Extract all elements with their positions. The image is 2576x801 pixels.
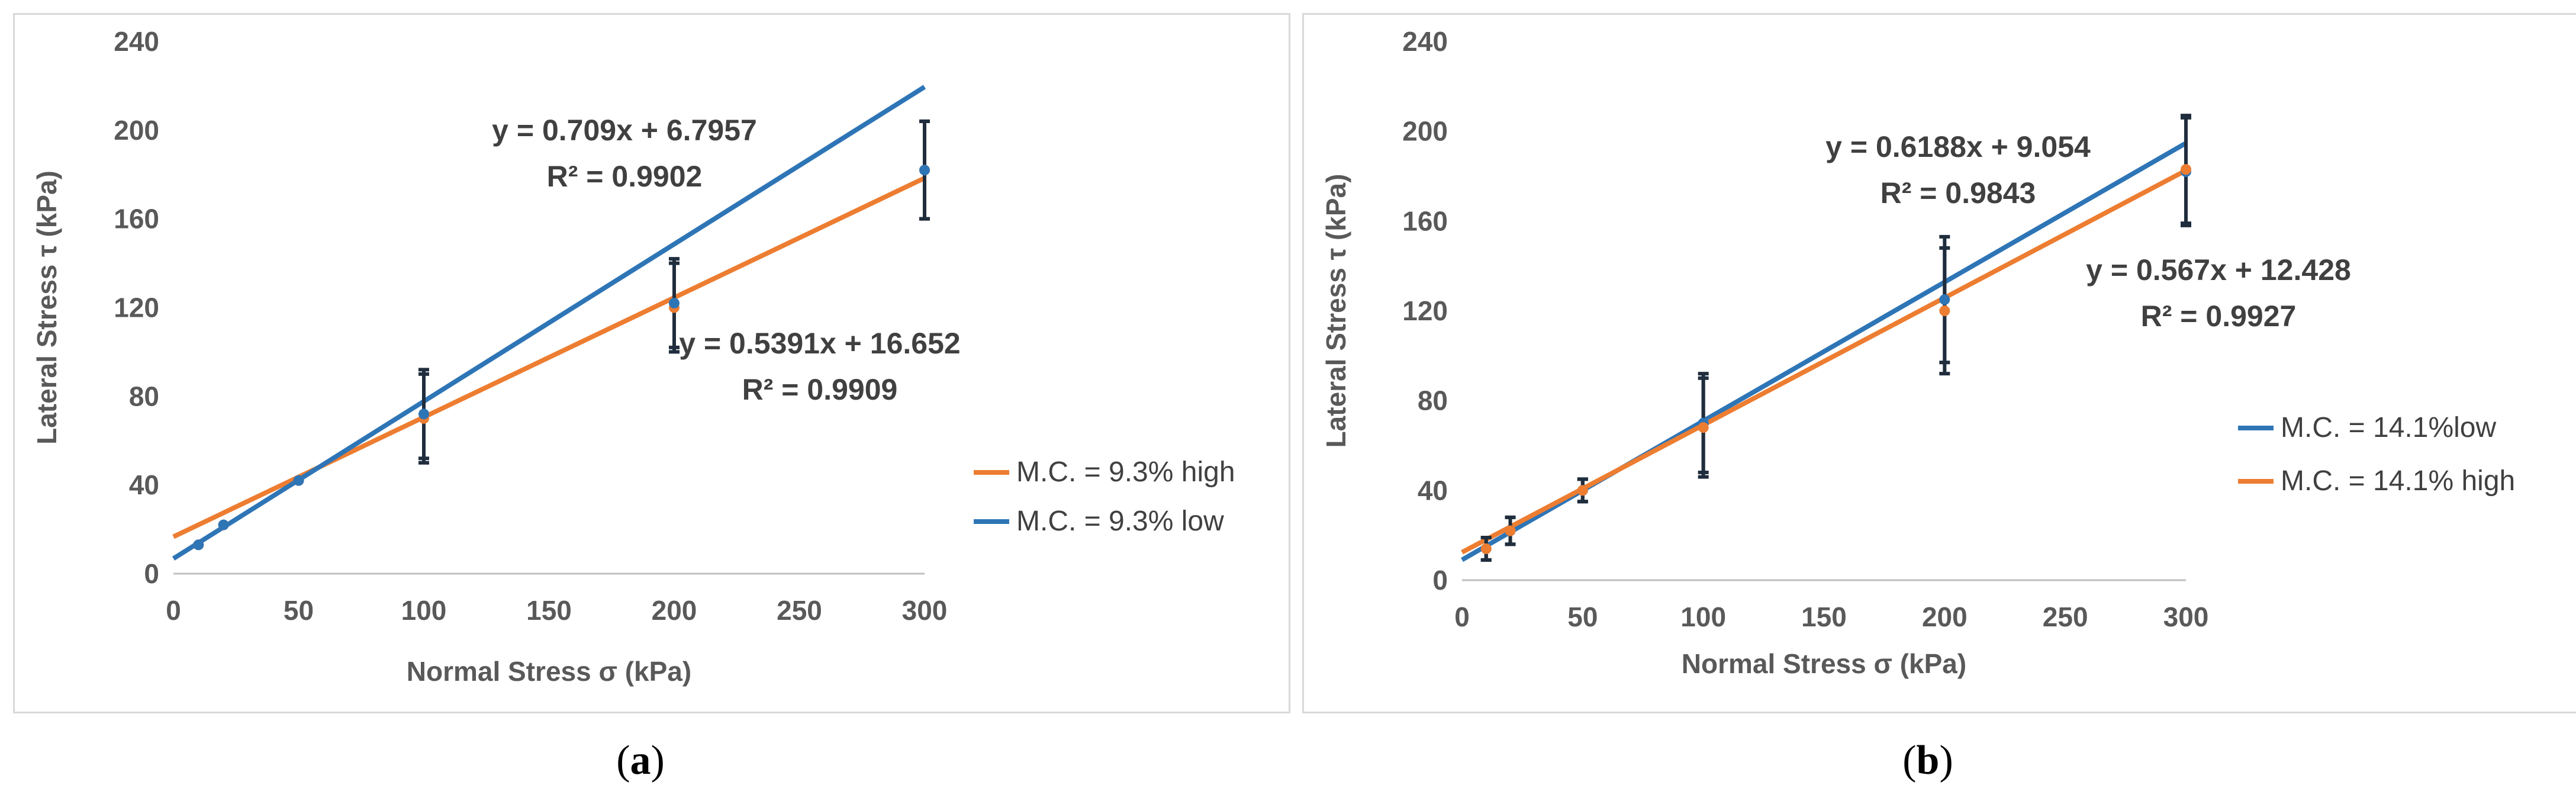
- x-tick-label: 0: [166, 595, 181, 626]
- x-tick-label: 150: [526, 595, 572, 626]
- x-tick-label: 300: [902, 595, 948, 626]
- legend-item-b-low: M.C. = 14.1%low: [2238, 411, 2496, 444]
- chart-a-svg: 0 50 100 150 200 250 300 0 40 80 120 160 200 240 Norma…: [31, 26, 961, 687]
- x-axis-title: Normal Stress σ (kPa): [407, 656, 691, 687]
- y-tick-label: 160: [1402, 205, 1448, 236]
- trendline-equation: y = 0.5391x + 16.652: [679, 327, 960, 360]
- x-tick-label: 150: [1801, 601, 1847, 632]
- trendline-equation: y = 0.709x + 6.7957: [492, 114, 757, 147]
- data-point: [1939, 294, 1950, 305]
- legend-swatch-icon: [974, 519, 1009, 524]
- x-tick-label: 50: [284, 595, 314, 626]
- legend-label: M.C. = 9.3% low: [1016, 506, 1224, 537]
- trendline-r2: R² = 0.9843: [1881, 176, 2036, 210]
- trendline-a-1: [172, 85, 926, 561]
- x-tick-label: 0: [1454, 601, 1470, 632]
- legend-item-b-high: M.C. = 14.1% high: [2238, 465, 2515, 497]
- data-point: [919, 165, 930, 176]
- y-axis-title: Lateral Stress τ (kPa): [31, 171, 62, 445]
- chart-panel-b: 0 50 100 150 200 250 300 0 40 80 120 160 200 240 Norma…: [1302, 13, 2576, 713]
- caption-b: (b): [1902, 738, 1953, 783]
- y-tick-label: 240: [114, 26, 159, 57]
- data-point: [1505, 525, 1516, 536]
- legend-swatch-icon: [974, 469, 1009, 475]
- caption-a: (a): [616, 738, 665, 783]
- legend-label: M.C. = 9.3% high: [1016, 456, 1235, 488]
- y-tick-label: 200: [114, 115, 159, 146]
- y-tick-label: 0: [1432, 565, 1448, 596]
- chart-b-svg: 0 50 100 150 200 250 300 0 40 80 120 160 200 240 Norma…: [1321, 26, 2351, 679]
- x-tick-label: 200: [1922, 601, 1968, 632]
- data-point: [293, 475, 304, 486]
- y-tick-label: 40: [1418, 475, 1448, 506]
- y-tick-label: 40: [129, 469, 159, 500]
- x-tick-label: 100: [401, 595, 447, 626]
- legend-swatch-icon: [2238, 478, 2274, 484]
- legend-item-a-high: M.C. = 9.3% high: [974, 456, 1235, 488]
- x-tick-label: 100: [1680, 601, 1726, 632]
- x-axis-title: Normal Stress σ (kPa): [1682, 648, 1966, 679]
- y-tick-label: 120: [1402, 295, 1448, 326]
- y-tick-label: 200: [1402, 116, 1448, 147]
- y-tick-label: 240: [1402, 26, 1448, 57]
- data-point: [418, 408, 429, 420]
- data-point: [193, 539, 204, 551]
- data-point: [1480, 543, 1492, 554]
- trendline-equation: y = 0.567x + 12.428: [2086, 253, 2351, 287]
- x-tick-label: 250: [2043, 601, 2088, 632]
- legend-label: M.C. = 14.1% high: [2281, 465, 2516, 497]
- y-axis-title: Lateral Stress τ (kPa): [1321, 174, 1351, 448]
- y-tick-label: 120: [114, 292, 159, 323]
- trendline-r2: R² = 0.9902: [547, 160, 703, 193]
- data-point: [218, 519, 229, 530]
- x-tick-label: 50: [1567, 601, 1598, 632]
- data-point: [1939, 305, 1950, 316]
- x-tick-label: 300: [2163, 601, 2209, 632]
- y-tick-label: 80: [129, 381, 159, 411]
- legend-item-a-low: M.C. = 9.3% low: [974, 505, 1224, 538]
- chart-panel-a: 0 50 100 150 200 250 300 0 40 80 120 160 200 240 Norma…: [13, 13, 1290, 713]
- trendline-r2: R² = 0.9909: [742, 373, 898, 406]
- data-point: [669, 298, 680, 309]
- y-tick-label: 160: [114, 204, 159, 234]
- trendline-equation: y = 0.6188x + 9.054: [1825, 130, 2091, 163]
- data-point: [1577, 485, 1588, 496]
- y-tick-label: 0: [144, 558, 159, 589]
- x-tick-label: 250: [777, 595, 822, 626]
- trendline-r2: R² = 0.9927: [2141, 300, 2297, 333]
- x-tick-label: 200: [652, 595, 697, 626]
- data-point: [1698, 422, 1709, 433]
- y-tick-label: 80: [1418, 385, 1448, 416]
- trendline-b-1: [1461, 168, 2187, 555]
- legend-label: M.C. = 14.1%low: [2281, 412, 2497, 443]
- legend-swatch-icon: [2238, 425, 2274, 430]
- data-point: [2181, 164, 2191, 175]
